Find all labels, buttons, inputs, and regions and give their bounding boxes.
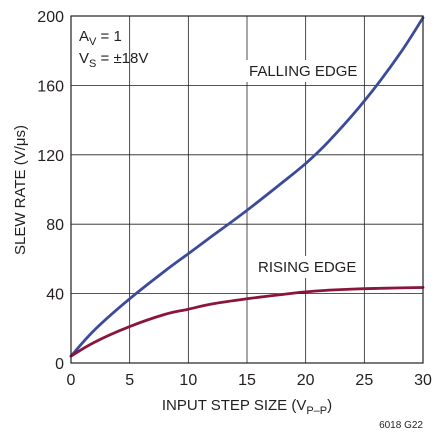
rising-edge-label-group: RISING EDGE xyxy=(250,256,362,278)
plot-frame xyxy=(70,15,424,364)
tick-labels: 0 5 10 15 20 25 30 0 40 80 120 160 200 xyxy=(37,9,432,389)
falling-edge-curve xyxy=(69,16,425,358)
x-tick-label: 0 xyxy=(67,372,76,389)
x-tick-label: 5 xyxy=(125,372,134,389)
supply-annotation: VS = ±18V xyxy=(79,50,148,70)
falling-edge-label-group: FALLING EDGE xyxy=(237,60,363,82)
x-tick-label: 25 xyxy=(355,372,373,389)
series-lines xyxy=(69,16,425,358)
y-tick-label: 120 xyxy=(37,148,64,165)
y-tick-label: 200 xyxy=(37,9,64,26)
x-tick-label: 10 xyxy=(179,372,197,389)
falling-edge-label: FALLING EDGE xyxy=(249,63,357,80)
x-tick-label: 20 xyxy=(297,372,315,389)
x-tick-label: 15 xyxy=(238,372,256,389)
y-tick-label: 160 xyxy=(37,78,64,95)
x-tick-label: 30 xyxy=(414,372,432,389)
rising-edge-curve xyxy=(69,286,425,358)
y-tick-label: 40 xyxy=(46,287,64,304)
x-axis-title: INPUT STEP SIZE (VP–P) xyxy=(162,397,332,417)
gain-annotation: AV = 1 xyxy=(79,28,122,48)
figure-code: 6018 G22 xyxy=(379,420,423,431)
y-tick-label: 0 xyxy=(55,356,64,373)
y-axis-title: SLEW RATE (V/μs) xyxy=(12,125,29,255)
rising-edge-label: RISING EDGE xyxy=(258,259,356,276)
y-tick-label: 80 xyxy=(46,217,64,234)
